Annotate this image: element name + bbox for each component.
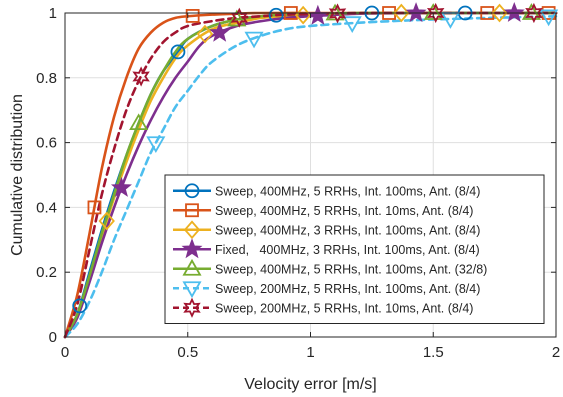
y-tick-label: 0.8 <box>36 70 57 87</box>
series-2-marker <box>491 3 508 23</box>
x-tick-label: 0.5 <box>177 344 198 361</box>
series-0-marker <box>72 298 88 314</box>
legend-entry-4: Sweep, 400MHz, 5 RRHs, Int. 100ms, Ant. … <box>215 262 487 276</box>
series-2-marker <box>393 3 410 23</box>
legend-marker-5 <box>182 281 202 299</box>
y-tick-label: 0 <box>49 329 57 346</box>
series-5-marker <box>342 16 362 34</box>
y-axis-label: Cumulative distribution <box>9 94 26 256</box>
legend: Sweep, 400MHz, 5 RRHs, Int. 100ms, Ant. … <box>164 174 545 324</box>
series-2-marker <box>196 24 214 44</box>
series-line-6 <box>63 11 558 339</box>
series-4-marker <box>423 3 443 20</box>
x-tick-label: 1.5 <box>423 344 444 361</box>
series-4-marker <box>521 3 542 20</box>
y-tick-label: 0.2 <box>36 264 57 281</box>
legend-entry-3: Fixed, 400MHz, 3 RRHs, Int. 100ms, Ant. … <box>215 243 480 257</box>
series-4-marker <box>227 9 247 27</box>
y-tick-label: 1 <box>49 5 57 22</box>
legend-entry-5: Sweep, 200MHz, 5 RRHs, Int. 100ms, Ant. … <box>215 282 480 296</box>
legend-marker-6 <box>183 297 201 318</box>
series-3-marker <box>503 1 525 22</box>
series-6-marker <box>230 7 249 28</box>
legend-entry-6: Sweep, 200MHz, 5 RRHs, Int. 10ms, Ant. (… <box>215 301 473 315</box>
legend-marker-1 <box>185 203 199 218</box>
legend-entry-0: Sweep, 400MHz, 5 RRHs, Int. 100ms, Ant. … <box>215 184 480 198</box>
series-0-marker <box>170 44 186 60</box>
series-5-marker <box>244 31 264 49</box>
series-1-marker <box>185 9 200 23</box>
series-0-marker <box>268 7 284 23</box>
series-3-marker <box>405 2 427 23</box>
x-tick-label: 2 <box>552 344 560 361</box>
legend-box <box>164 174 545 324</box>
series-4-marker <box>325 3 345 21</box>
legend-marker-4 <box>182 258 202 276</box>
series-4-marker <box>129 113 149 131</box>
series-6-marker <box>426 2 445 24</box>
legend-marker-2 <box>183 220 201 240</box>
series-6-marker <box>525 2 543 24</box>
series-1-marker <box>87 200 102 215</box>
x-tick-label: 0 <box>61 344 69 361</box>
x-axis-label: Velocity error [m/s] <box>244 376 376 393</box>
series-6-marker <box>328 3 347 24</box>
series-2-marker <box>98 211 115 231</box>
axis-ticks: 0 0.5 1 1.5 2 0 0.2 0.4 0.6 0.8 1 <box>36 5 560 361</box>
series-5-marker <box>146 136 166 154</box>
legend-marker-3 <box>181 238 203 259</box>
x-tick-label: 1 <box>306 344 314 361</box>
series-5-marker <box>539 9 559 27</box>
y-tick-label: 0.6 <box>36 135 57 152</box>
legend-entry-1: Sweep, 400MHz, 5 RRHs, Int. 10ms, Ant. (… <box>215 204 473 218</box>
series-3-marker <box>209 21 231 42</box>
series-6-marker <box>132 66 150 87</box>
y-tick-label: 0.4 <box>36 199 57 216</box>
legend-entry-2: Sweep, 400MHz, 3 RRHs, Int. 100ms, Ant. … <box>215 223 480 237</box>
legend-marker-0 <box>184 183 200 199</box>
series-3-marker <box>110 176 132 197</box>
